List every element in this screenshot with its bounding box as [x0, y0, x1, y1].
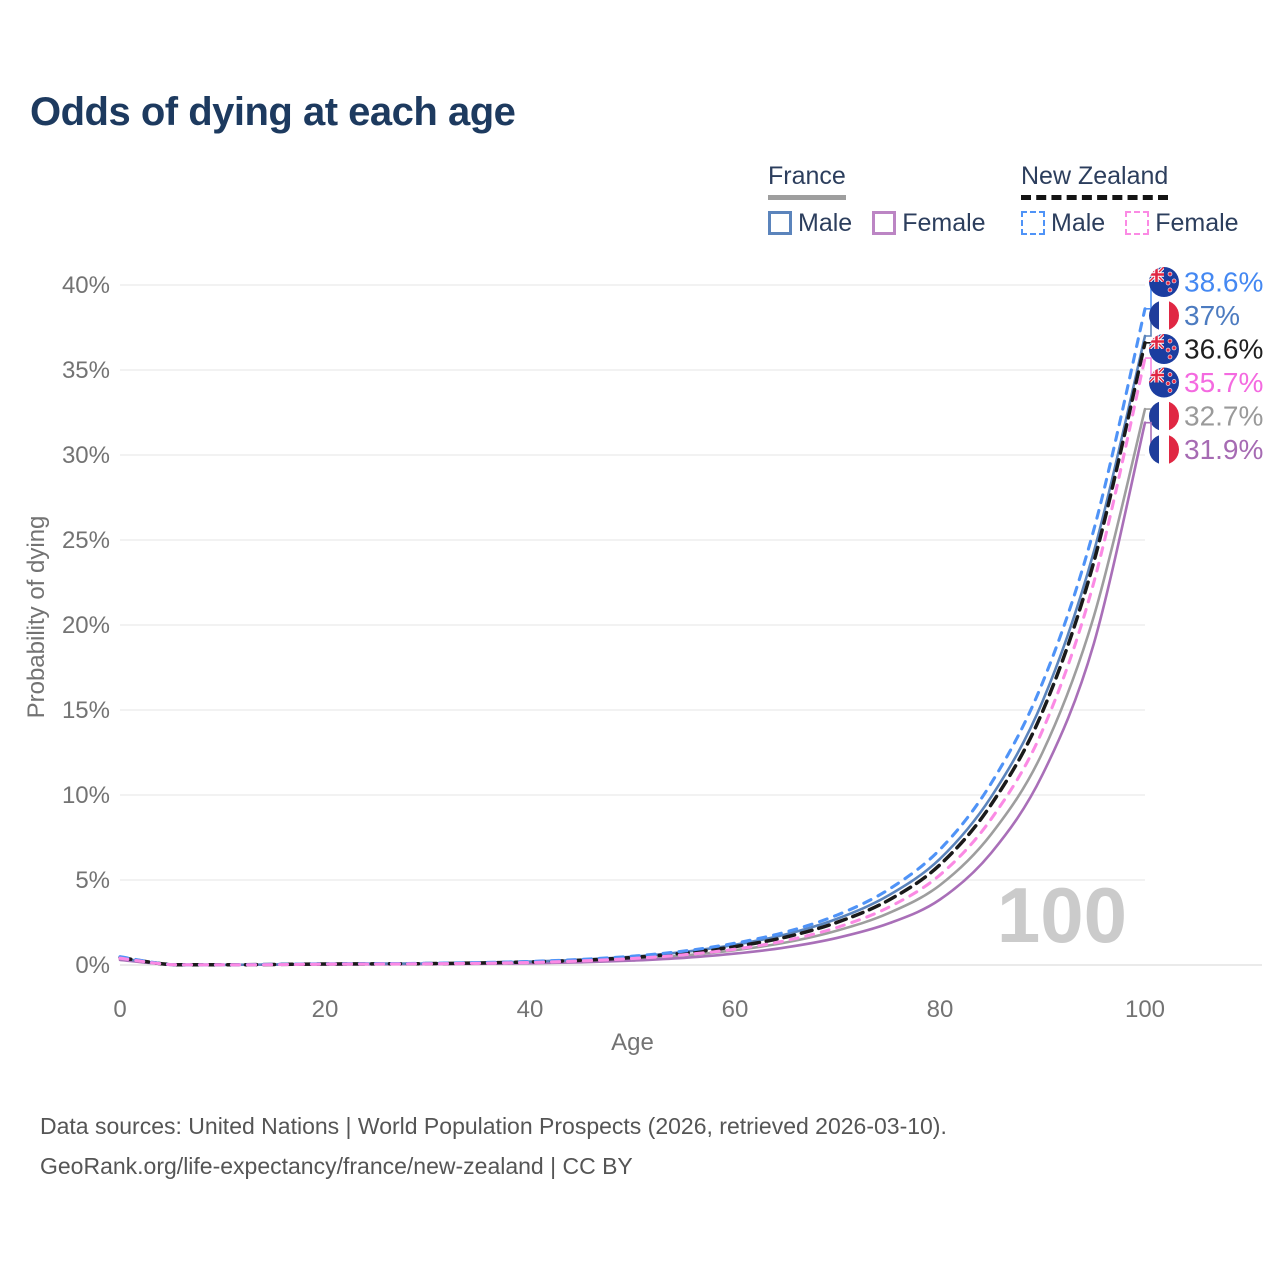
- x-tick-label: 100: [1125, 996, 1165, 1023]
- y-tick-label: 20%: [62, 612, 110, 639]
- y-tick-label: 25%: [62, 527, 110, 554]
- footer-data-sources: Data sources: United Nations | World Pop…: [40, 1113, 947, 1139]
- end-value-label-france-male: 37%: [1184, 300, 1240, 331]
- france-male-swatch-icon: [768, 211, 792, 235]
- y-tick-label: 10%: [62, 782, 110, 809]
- x-axis-title: Age: [611, 1029, 654, 1056]
- series-line-new-zealand-male[interactable]: [118, 307, 1147, 967]
- x-tick-label: 80: [927, 996, 954, 1023]
- france-flag-icon: [1149, 434, 1179, 465]
- new-zealand-flag-icon: [1149, 334, 1179, 364]
- legend-label-france-female: Female: [902, 208, 986, 237]
- page-title: Odds of dying at each age: [30, 90, 516, 134]
- new-zealand-female-swatch-icon: [1125, 211, 1150, 235]
- y-tick-label: 5%: [75, 867, 110, 894]
- y-tick-label: 40%: [62, 272, 110, 299]
- legend-group-new-zealand: New Zealand Male Female: [1021, 162, 1239, 238]
- end-value-label-new-zealand-male: 38.6%: [1184, 267, 1263, 298]
- y-tick-label: 0%: [75, 952, 110, 979]
- new-zealand-male-swatch-icon: [1021, 211, 1045, 235]
- end-value-label-france-female: 31.9%: [1184, 434, 1263, 465]
- end-value-label-france-total: 32.7%: [1184, 401, 1263, 432]
- series-line-new-zealand-female[interactable]: [118, 356, 1147, 967]
- series-line-france-total[interactable]: [118, 407, 1147, 967]
- footer: Data sources: United Nations | World Pop…: [40, 1106, 947, 1186]
- y-tick-label: 15%: [62, 697, 110, 724]
- series-line-new-zealand-total[interactable]: [118, 341, 1147, 967]
- france-flag-icon: [1149, 401, 1179, 431]
- x-tick-label: 0: [113, 996, 126, 1023]
- legend-group-france: France Male Female: [768, 162, 986, 238]
- x-tick-label: 40: [517, 996, 544, 1023]
- chart-watermark-age: 100: [997, 871, 1127, 959]
- legend-item-france-male[interactable]: Male: [768, 209, 852, 238]
- france-female-swatch-icon: [872, 211, 897, 235]
- y-tick-label: 35%: [62, 357, 110, 384]
- legend-label-france-male: Male: [798, 208, 853, 237]
- legend-item-france-female[interactable]: Female: [872, 208, 986, 238]
- legend-header-france[interactable]: France: [768, 162, 846, 200]
- y-tick-label: 30%: [62, 442, 110, 469]
- end-value-label-new-zealand-total: 36.6%: [1184, 334, 1263, 365]
- series-line-france-male[interactable]: [118, 334, 1147, 967]
- france-flag-icon: [1149, 300, 1179, 331]
- end-value-label-new-zealand-female: 35.7%: [1184, 367, 1263, 398]
- footer-attribution: GeoRank.org/life-expectancy/france/new-z…: [40, 1153, 633, 1179]
- x-tick-label: 20: [312, 996, 339, 1023]
- new-zealand-flag-icon: [1149, 267, 1179, 297]
- new-zealand-flag-icon: [1149, 367, 1179, 398]
- series-line-france-female[interactable]: [118, 421, 1147, 967]
- y-axis-title: Probability of dying: [23, 516, 50, 719]
- legend-header-new-zealand[interactable]: New Zealand: [1021, 162, 1169, 200]
- x-tick-label: 60: [722, 996, 749, 1023]
- legend-label-new-zealand-male: Male: [1051, 208, 1106, 237]
- legend-item-new-zealand-male[interactable]: Male: [1021, 209, 1105, 238]
- legend-label-new-zealand-female: Female: [1155, 208, 1239, 237]
- legend-item-new-zealand-female[interactable]: Female: [1125, 208, 1239, 238]
